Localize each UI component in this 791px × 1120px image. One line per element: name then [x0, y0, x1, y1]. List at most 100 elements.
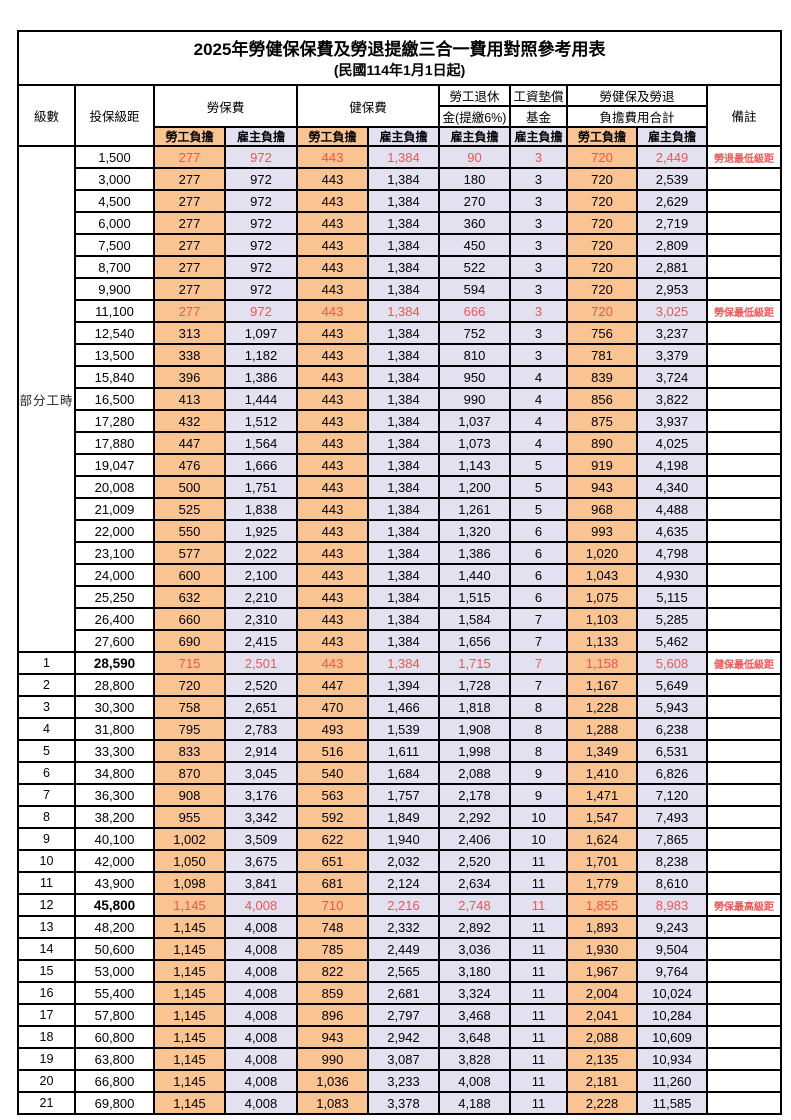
- labor-employee-cell: 277: [153, 299, 226, 323]
- table-row: 16 55,400 1,145 4,008 859 2,681 3,324 11 2,004 10…: [17, 981, 783, 1005]
- total-employer-cell: 5,649: [636, 673, 708, 697]
- total-employer-cell: 3,379: [636, 343, 708, 367]
- health-employer-cell: 2,942: [367, 1025, 440, 1049]
- total-employee-cell: 1,930: [566, 937, 638, 961]
- remark-cell: [705, 981, 783, 1005]
- level-cell: 2: [17, 673, 76, 697]
- health-employee-cell: 443: [296, 629, 369, 653]
- level-cell: 10: [17, 849, 76, 873]
- health-employee-cell: 470: [296, 695, 369, 719]
- health-employer-cell: 1,384: [367, 277, 440, 301]
- pension-employer-cell: 1,386: [438, 541, 511, 565]
- bracket-cell: 38,200: [74, 805, 155, 829]
- wage-fund-cell: 11: [509, 915, 568, 939]
- labor-employer-cell: 2,651: [224, 695, 298, 719]
- health-employee-cell: 710: [296, 893, 369, 917]
- labor-employer-cell: 2,501: [224, 651, 298, 675]
- total-employer-cell: 11,260: [636, 1069, 708, 1093]
- health-employee-cell: 443: [296, 299, 369, 323]
- health-employee-cell: 443: [296, 585, 369, 609]
- bracket-cell: 69,800: [74, 1091, 155, 1115]
- wage-fund-cell: 3: [509, 277, 568, 301]
- total-employee-cell: 2,088: [566, 1025, 638, 1049]
- labor-employer-cell: 3,841: [224, 871, 298, 895]
- pension-employer-cell: 1,998: [438, 739, 511, 763]
- wage-fund-cell: 11: [509, 937, 568, 961]
- bracket-cell: 57,800: [74, 1003, 155, 1027]
- labor-employer-cell: 1,386: [224, 365, 298, 389]
- total-employer-cell: 5,115: [636, 585, 708, 609]
- wage-fund-cell: 11: [509, 1091, 568, 1115]
- col-header-wage-fund-line1: 工資墊償: [509, 84, 568, 107]
- health-employee-cell: 443: [296, 365, 369, 389]
- labor-employee-cell: 1,145: [153, 915, 226, 939]
- remark-cell: [705, 673, 783, 697]
- wage-fund-cell: 7: [509, 607, 568, 631]
- table-row: 24,000 600 2,100 443 1,384 1,440 6 1,043 4,930: [18, 563, 783, 587]
- table-row: 18 60,800 1,145 4,008 943 2,942 3,648 11 2,088 10…: [17, 1025, 783, 1049]
- labor-employee-cell: 338: [153, 343, 226, 367]
- labor-employer-cell: 1,512: [224, 409, 298, 433]
- bracket-cell: 12,540: [74, 321, 155, 345]
- labor-employer-cell: 2,100: [224, 563, 298, 587]
- labor-employer-cell: 4,008: [224, 959, 298, 983]
- labor-employee-cell: 715: [153, 651, 226, 675]
- table-row: 17 57,800 1,145 4,008 896 2,797 3,468 11 2,041 10…: [17, 1003, 783, 1027]
- level-cell: 9: [17, 827, 76, 851]
- pension-employer-cell: 270: [438, 189, 511, 213]
- total-employer-cell: 6,531: [636, 739, 708, 763]
- level-cell: 16: [17, 981, 76, 1005]
- table-body: 部分工時 1,500 277 972 443 1,384 90 3 720 2,449 勞退最低級距…: [17, 145, 783, 1115]
- labor-employee-cell: 1,145: [153, 1091, 226, 1115]
- total-employee-cell: 1,075: [566, 585, 638, 609]
- health-employer-cell: 1,384: [367, 321, 440, 345]
- health-employee-cell: 651: [296, 849, 369, 873]
- pension-employer-cell: 3,324: [438, 981, 511, 1005]
- pension-employer-cell: 360: [438, 211, 511, 235]
- table-row: 10 42,000 1,050 3,675 651 2,032 2,520 11 1,701 8,…: [17, 849, 783, 873]
- health-employee-cell: 443: [296, 651, 369, 675]
- bracket-cell: 60,800: [74, 1025, 155, 1049]
- labor-employer-cell: 2,415: [224, 629, 298, 653]
- wage-fund-cell: 4: [509, 387, 568, 411]
- col-header-labor-insurance: 勞保費: [153, 84, 298, 128]
- table-row: 3 30,300 758 2,651 470 1,466 1,818 8 1,228 5,943: [17, 695, 783, 719]
- total-employee-cell: 720: [566, 233, 638, 257]
- labor-employer-cell: 972: [224, 189, 298, 213]
- table-row: 12,540 313 1,097 443 1,384 752 3 756 3,237: [18, 321, 783, 345]
- table-row: 6,000 277 972 443 1,384 360 3 720 2,719: [18, 211, 783, 235]
- labor-employee-cell: 795: [153, 717, 226, 741]
- labor-employer-cell: 4,008: [224, 937, 298, 961]
- labor-employer-cell: 972: [224, 145, 298, 169]
- health-employer-cell: 2,124: [367, 871, 440, 895]
- bracket-cell: 66,800: [74, 1069, 155, 1093]
- labor-employer-cell: 1,666: [224, 453, 298, 477]
- pension-employer-cell: 1,073: [438, 431, 511, 455]
- health-employee-cell: 443: [296, 189, 369, 213]
- pension-employer-cell: 1,584: [438, 607, 511, 631]
- total-employer-cell: 4,798: [636, 541, 708, 565]
- pension-employer-cell: 1,818: [438, 695, 511, 719]
- health-employee-cell: 443: [296, 277, 369, 301]
- level-cell: 18: [17, 1025, 76, 1049]
- table-row: 15,840 396 1,386 443 1,384 950 4 839 3,724: [18, 365, 783, 389]
- bracket-cell: 36,300: [74, 783, 155, 807]
- labor-employee-cell: 955: [153, 805, 226, 829]
- subheader-health-employer: 雇主負擔: [367, 126, 440, 147]
- bracket-cell: 1,500: [74, 145, 155, 169]
- total-employer-cell: 5,285: [636, 607, 708, 631]
- total-employee-cell: 720: [566, 145, 638, 169]
- labor-employer-cell: 4,008: [224, 915, 298, 939]
- remark-cell: [705, 211, 783, 235]
- pension-employer-cell: 1,440: [438, 563, 511, 587]
- bracket-cell: 16,500: [74, 387, 155, 411]
- pension-employer-cell: 522: [438, 255, 511, 279]
- remark-cell: [705, 1047, 783, 1071]
- total-employee-cell: 1,349: [566, 739, 638, 763]
- remark-cell: [705, 233, 783, 257]
- remark-cell: [705, 519, 783, 543]
- wage-fund-cell: 8: [509, 695, 568, 719]
- bracket-cell: 55,400: [74, 981, 155, 1005]
- subheader-pension-employer: 雇主負擔: [438, 126, 511, 147]
